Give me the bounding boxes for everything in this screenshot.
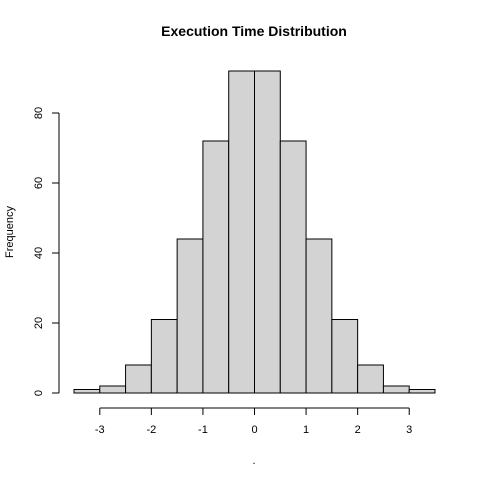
x-tick-label: 0 xyxy=(251,424,257,436)
histogram-bar xyxy=(279,140,307,394)
x-tick-label: 1 xyxy=(303,424,309,436)
y-axis: 0 20 40 60 80 xyxy=(33,107,60,396)
histogram-bar xyxy=(73,389,101,394)
histogram-bar xyxy=(176,238,204,394)
x-tick-label: 3 xyxy=(406,424,412,436)
y-tick-label: 40 xyxy=(33,247,45,259)
x-axis-label: . xyxy=(252,455,255,467)
histogram-bar xyxy=(125,364,152,394)
histogram-bar xyxy=(408,389,436,394)
histogram-bar xyxy=(382,385,410,394)
x-tick-label: 2 xyxy=(355,424,361,436)
y-axis-label: Frequency xyxy=(4,206,16,258)
x-tick-label: -2 xyxy=(146,424,156,436)
histogram-bar xyxy=(150,319,178,394)
histogram-bar xyxy=(202,140,230,394)
x-tick-label: -3 xyxy=(95,424,105,436)
histogram-bar xyxy=(254,70,281,394)
chart-title: Execution Time Distribution xyxy=(161,23,347,39)
y-tick-label: 60 xyxy=(33,177,45,189)
x-tick-label: -1 xyxy=(198,424,208,436)
histogram-bar xyxy=(357,364,384,394)
histogram-bar xyxy=(228,70,255,394)
histogram-bar xyxy=(305,238,333,394)
y-tick-label: 20 xyxy=(33,317,45,329)
x-axis: -3 -2 -1 0 1 2 3 xyxy=(95,407,412,436)
y-tick-label: 0 xyxy=(33,390,45,396)
histogram-bar xyxy=(331,319,359,394)
y-tick-label: 80 xyxy=(33,107,45,119)
histogram-bar xyxy=(99,385,127,394)
bars-group xyxy=(73,70,436,394)
